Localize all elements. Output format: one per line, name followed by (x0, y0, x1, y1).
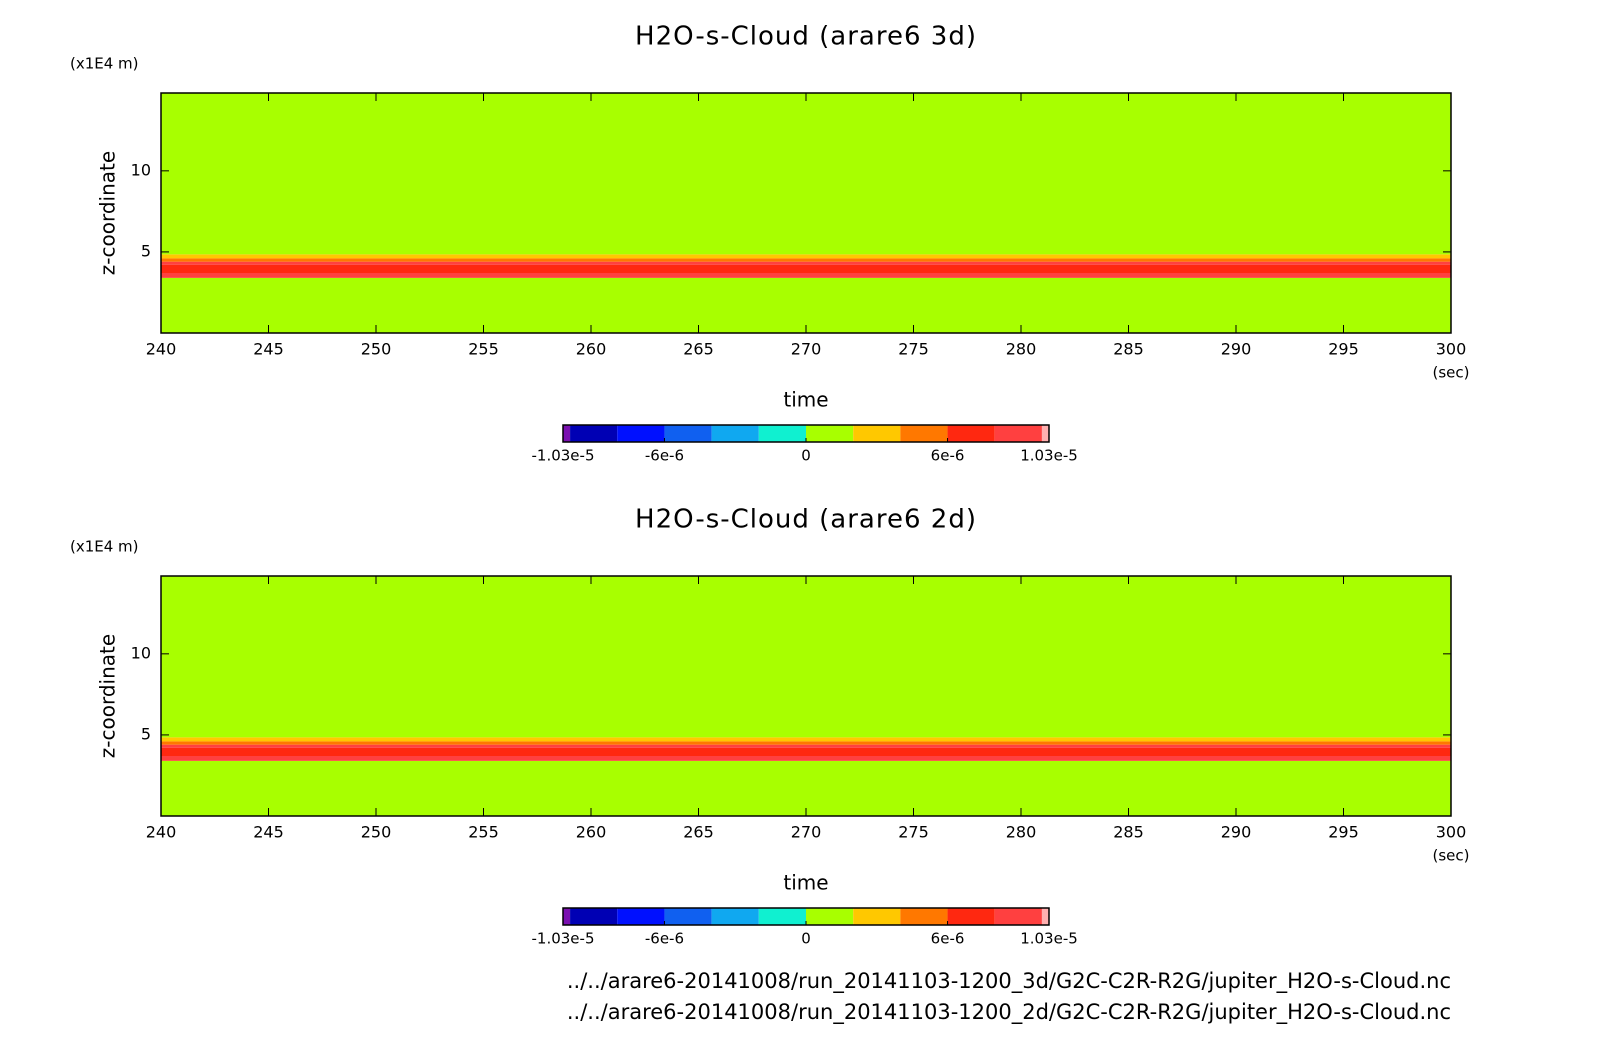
x-unit: (sec) (1433, 847, 1470, 865)
colorbar-swatch (570, 425, 618, 442)
colorbar-tick-label: -6e-6 (645, 930, 684, 948)
x-unit: (sec) (1433, 364, 1470, 382)
x-tick-label: 245 (253, 823, 284, 842)
colorbar-swatch (711, 908, 759, 925)
x-tick-label: 260 (576, 823, 607, 842)
x-tick-label: 290 (1221, 340, 1252, 359)
x-tick-label: 295 (1328, 823, 1359, 842)
contour-band (161, 747, 1451, 756)
x-tick-label: 300 (1436, 340, 1467, 359)
x-tick-label: 285 (1113, 340, 1144, 359)
y-tick-label: 10 (131, 160, 151, 179)
contour-band (161, 264, 1451, 273)
colorbar-tick-label: 6e-6 (931, 930, 965, 948)
x-tick-label: 255 (468, 823, 499, 842)
colorbar-swatch (1041, 908, 1049, 925)
colorbar-swatch (853, 425, 901, 442)
contour-band (161, 741, 1451, 745)
x-tick-label: 240 (146, 823, 177, 842)
x-tick-label: 295 (1328, 340, 1359, 359)
x-tick-label: 240 (146, 340, 177, 359)
x-tick-label: 290 (1221, 823, 1252, 842)
colorbar-swatch (994, 908, 1042, 925)
colorbar-swatch (570, 908, 618, 925)
x-tick-label: 265 (683, 340, 714, 359)
x-tick-label: 265 (683, 823, 714, 842)
y-unit: (x1E4 m) (70, 538, 139, 556)
y-tick-label: 5 (141, 724, 151, 743)
contour-band (161, 760, 1451, 816)
colorbar-tick-label: -6e-6 (645, 447, 684, 465)
colorbar-swatch (563, 425, 571, 442)
chart-title: H2O-s-Cloud (arare6 2d) (635, 505, 977, 535)
colorbar-tick-label: -1.03e-5 (532, 447, 595, 465)
y-axis-title: z-coordinate (96, 634, 120, 758)
x-tick-label: 300 (1436, 823, 1467, 842)
colorbar-swatch (617, 425, 665, 442)
colorbar-swatch (563, 908, 571, 925)
y-unit: (x1E4 m) (70, 55, 139, 73)
colorbar-swatch (853, 908, 901, 925)
colorbar-swatch (900, 908, 948, 925)
contour-band (161, 737, 1451, 742)
x-tick-label: 260 (576, 340, 607, 359)
colorbar-tick-label: 6e-6 (931, 447, 965, 465)
y-axis-title: z-coordinate (96, 151, 120, 275)
contour-band (161, 258, 1451, 262)
x-tick-label: 270 (791, 340, 822, 359)
contour-band (161, 273, 1451, 278)
contour-band (161, 576, 1451, 738)
x-axis-title: time (783, 388, 828, 412)
contour-band (161, 254, 1451, 259)
contour-band (161, 93, 1451, 255)
colorbar-swatch (900, 425, 948, 442)
y-tick-label: 10 (131, 643, 151, 662)
x-tick-label: 245 (253, 340, 284, 359)
colorbar-swatch (947, 425, 995, 442)
footnote: ../../arare6-20141008/run_20141103-1200_… (567, 1000, 1451, 1025)
x-tick-label: 280 (1006, 340, 1037, 359)
colorbar-swatch (758, 425, 806, 442)
y-tick-label: 5 (141, 241, 151, 260)
colorbar-tick-label: 1.03e-5 (1020, 447, 1078, 465)
x-tick-label: 255 (468, 340, 499, 359)
colorbar-swatch (617, 908, 665, 925)
contour-band (161, 261, 1451, 265)
colorbar-swatch (947, 908, 995, 925)
x-tick-label: 285 (1113, 823, 1144, 842)
colorbar-tick-label: -1.03e-5 (532, 930, 595, 948)
colorbar-swatch (711, 425, 759, 442)
x-tick-label: 275 (898, 340, 929, 359)
colorbar-swatch (806, 425, 854, 442)
x-tick-label: 275 (898, 823, 929, 842)
colorbar-tick-label: 1.03e-5 (1020, 930, 1078, 948)
footnote: ../../arare6-20141008/run_20141103-1200_… (567, 969, 1451, 994)
colorbar-swatch (664, 425, 712, 442)
contour-band (161, 277, 1451, 333)
x-tick-label: 280 (1006, 823, 1037, 842)
x-tick-label: 250 (361, 823, 392, 842)
colorbar-swatch (994, 425, 1042, 442)
colorbar-swatch (664, 908, 712, 925)
colorbar-swatch (806, 908, 854, 925)
contour-band (161, 744, 1451, 748)
contour-band (161, 756, 1451, 761)
colorbar-tick-label: 0 (801, 447, 811, 465)
x-tick-label: 250 (361, 340, 392, 359)
chart-title: H2O-s-Cloud (arare6 3d) (635, 22, 977, 52)
colorbar-swatch (1041, 425, 1049, 442)
colorbar-tick-label: 0 (801, 930, 811, 948)
x-axis-title: time (783, 871, 828, 895)
x-tick-label: 270 (791, 823, 822, 842)
colorbar-swatch (758, 908, 806, 925)
